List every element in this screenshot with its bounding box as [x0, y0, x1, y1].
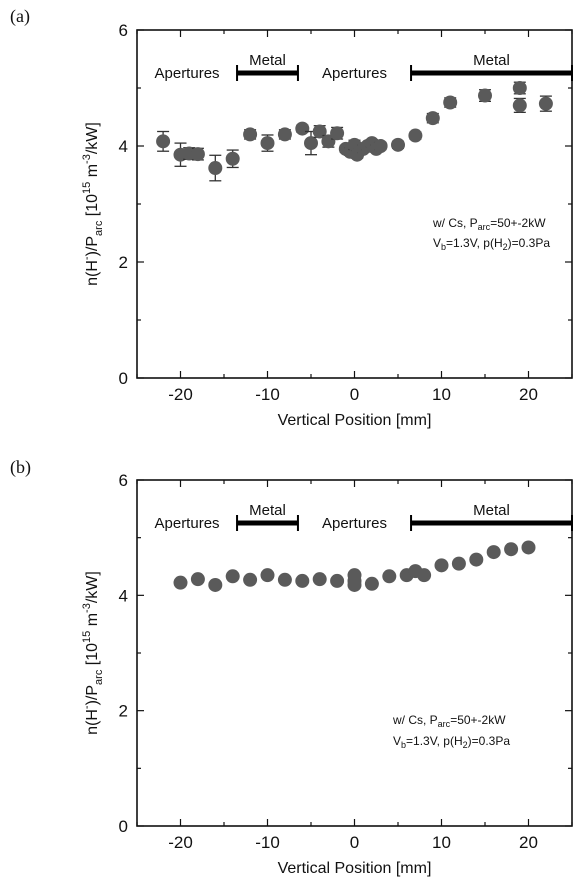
data-point — [330, 573, 345, 588]
condition-annotation-line1: w/ Cs, Parc=50+-2kW — [432, 216, 546, 232]
x-tick-label: 10 — [432, 833, 451, 852]
plot-frame — [136, 29, 573, 379]
data-point — [208, 161, 223, 176]
y-axis-title: n(H-)/Parc [1015 m-3/kW] — [81, 571, 105, 735]
x-tick-label: 10 — [432, 385, 451, 404]
chart-panel-a: (a) -20 -10 0 10 20 0 2 4 6 Vertical Position [mm]… — [10, 6, 573, 429]
data-point — [304, 136, 318, 151]
data-point — [295, 121, 310, 136]
data-point — [225, 569, 240, 584]
data-point — [225, 151, 240, 166]
data-point — [417, 568, 432, 583]
data-point — [512, 98, 527, 113]
data-point — [260, 136, 275, 151]
data-point — [364, 576, 379, 591]
y-tick-label: 2 — [119, 253, 128, 272]
x-axis-title: Vertical Position [mm] — [278, 412, 432, 429]
data-point — [260, 568, 275, 583]
data-point — [538, 96, 553, 111]
y-tick-label: 0 — [119, 817, 128, 836]
apertures-label: Apertures — [322, 65, 387, 82]
metal-label-bg — [246, 501, 289, 520]
y-tick-label: 4 — [119, 137, 128, 156]
data-point — [478, 88, 492, 103]
data-point — [521, 540, 536, 555]
x-tick-label: 0 — [350, 833, 359, 852]
apertures-label: Apertures — [322, 515, 387, 532]
metal-label-bg — [246, 51, 289, 70]
data-point — [295, 573, 310, 588]
y-tick-label: 6 — [119, 471, 128, 490]
data-point — [208, 577, 223, 592]
condition-annotation-line2: Vb=1.3V, p(H2)=0.3Pa — [433, 236, 550, 252]
chart-panel-b: (b) -20 -10 0 10 20 0 2 4 6 Vertical Position [mm]… — [10, 457, 573, 877]
data-point — [486, 545, 501, 560]
data-point — [504, 542, 519, 557]
data-point — [425, 111, 440, 126]
panel-label: (b) — [10, 457, 31, 478]
data-point — [382, 569, 397, 584]
x-tick-label: -20 — [168, 833, 193, 852]
data-point — [443, 95, 458, 110]
metal-label-bg — [470, 51, 513, 70]
y-tick-label: 0 — [119, 369, 128, 388]
x-tick-label: -20 — [168, 385, 193, 404]
data-point — [330, 126, 345, 141]
x-axis-title: Vertical Position [mm] — [278, 860, 432, 877]
data-point — [243, 572, 258, 587]
data-point — [451, 556, 466, 571]
condition-annotation-line1: w/ Cs, Parc=50+-2kW — [392, 713, 506, 729]
data-point — [243, 127, 258, 142]
data-point — [512, 81, 527, 95]
y-axis-title: n(H-)/Parc [1015 m-3/kW] — [81, 122, 105, 286]
apertures-label: Apertures — [155, 515, 220, 532]
y-tick-label: 6 — [119, 21, 128, 40]
metal-label: Metal — [473, 52, 510, 69]
metal-label: Metal — [249, 52, 286, 69]
x-tick-label: 20 — [519, 385, 538, 404]
metal-label: Metal — [473, 502, 510, 519]
condition-annotation-line2: Vb=1.3V, p(H2)=0.3Pa — [393, 734, 510, 750]
data-point — [391, 137, 405, 152]
data-point — [312, 572, 327, 587]
y-tick-label: 4 — [119, 586, 128, 605]
data-point — [408, 128, 423, 143]
data-point — [190, 147, 205, 162]
data-point — [277, 127, 292, 142]
data-point — [347, 577, 362, 592]
apertures-label: Apertures — [155, 65, 220, 82]
data-point — [469, 552, 484, 567]
metal-label: Metal — [249, 502, 286, 519]
data-point — [156, 134, 171, 149]
x-tick-label: -10 — [255, 385, 280, 404]
x-tick-label: 20 — [519, 833, 538, 852]
panel-label: (a) — [10, 6, 30, 27]
data-point — [190, 572, 205, 587]
data-point — [373, 139, 388, 153]
x-tick-label: 0 — [350, 385, 359, 404]
x-tick-label: -10 — [255, 833, 280, 852]
metal-label-bg — [470, 501, 513, 520]
y-tick-label: 2 — [119, 702, 128, 721]
data-point — [434, 558, 449, 573]
data-point — [277, 572, 292, 587]
data-point — [173, 575, 188, 590]
